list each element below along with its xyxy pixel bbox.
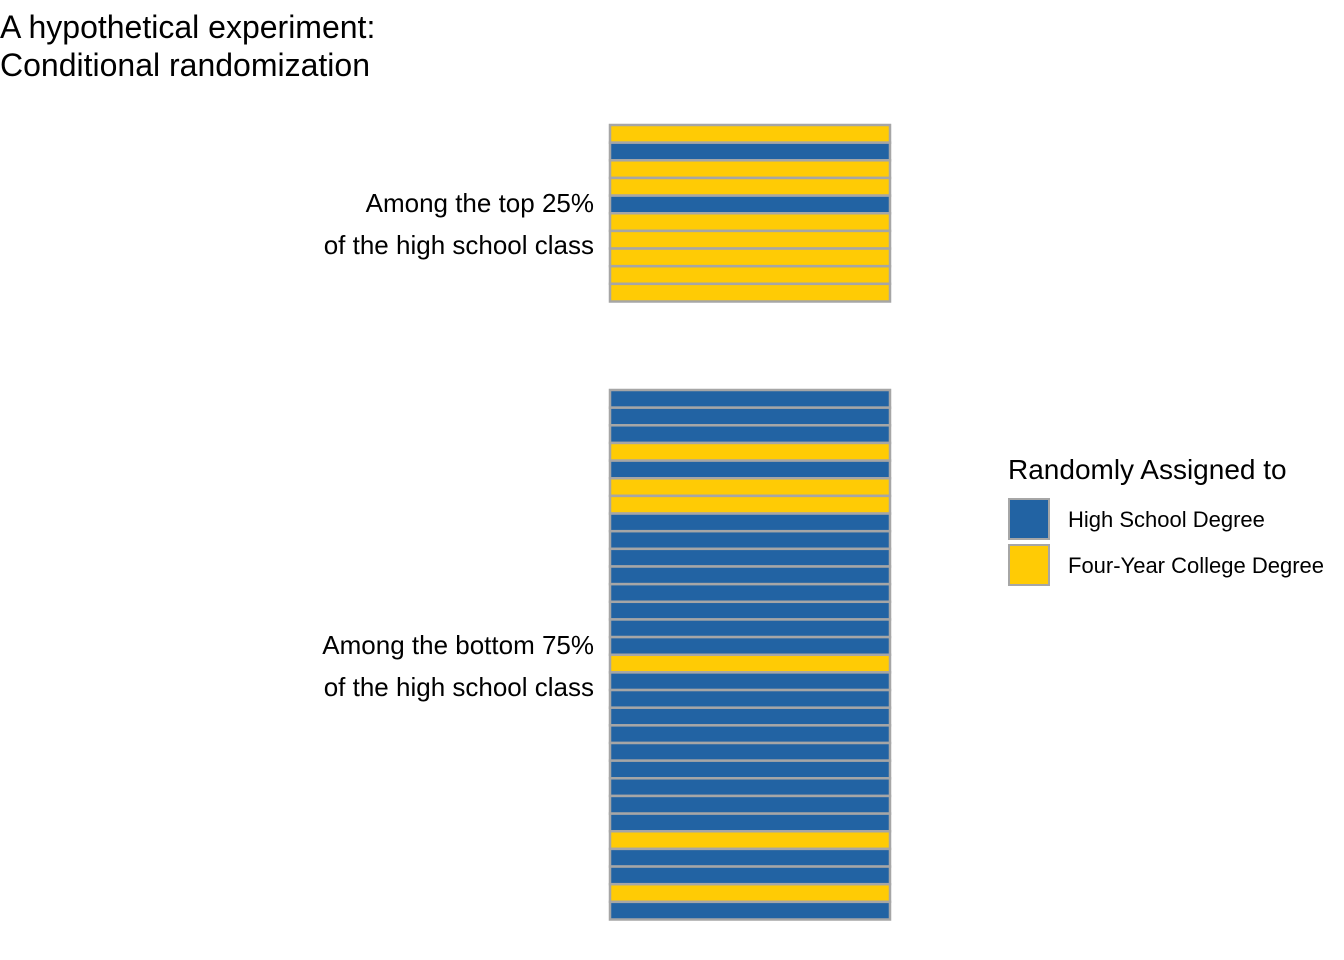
bar-group-bottom-75 bbox=[608, 388, 892, 921]
unit-bar-high-school bbox=[608, 512, 892, 533]
unit-bar-high-school bbox=[608, 812, 892, 833]
unit-bar-high-school bbox=[608, 406, 892, 427]
chart-title-line-2: Conditional randomization bbox=[0, 47, 370, 83]
unit-bar-high-school bbox=[608, 565, 892, 586]
unit-bar-high-school bbox=[608, 424, 892, 445]
unit-bar-college bbox=[608, 882, 892, 904]
group-label-bottom-75: Among the bottom 75% of the high school … bbox=[322, 624, 594, 708]
unit-bar-college bbox=[608, 159, 892, 180]
legend-item-high-school: High School Degree bbox=[1008, 498, 1344, 542]
unit-bar-college bbox=[608, 247, 892, 268]
group-label-top-25-line-2: of the high school class bbox=[323, 230, 594, 260]
legend-label-college: Four-Year College Degree bbox=[1068, 553, 1324, 578]
group-label-bottom-75-line-1: Among the bottom 75% bbox=[322, 630, 594, 660]
unit-bar-high-school bbox=[608, 724, 892, 745]
group-label-top-25-line-1: Among the top 25% bbox=[365, 188, 594, 218]
unit-bar-high-school bbox=[608, 671, 892, 692]
unit-bar-high-school bbox=[608, 635, 892, 656]
legend: Randomly Assigned to High School Degree … bbox=[1008, 452, 1324, 586]
unit-bar-college bbox=[608, 282, 892, 303]
unit-bar-high-school bbox=[608, 600, 892, 621]
unit-bar-high-school bbox=[608, 388, 892, 409]
unit-bar-college bbox=[608, 477, 892, 498]
unit-bar-high-school bbox=[608, 618, 892, 639]
legend-item-college: Four-Year College Degree bbox=[1008, 544, 1344, 588]
unit-bar-college bbox=[608, 212, 892, 233]
unit-bar-college bbox=[608, 494, 892, 515]
bar-group-top-25 bbox=[608, 123, 892, 303]
unit-bar-high-school bbox=[608, 794, 892, 815]
unit-bar-high-school bbox=[608, 529, 892, 551]
unit-bar-college bbox=[608, 441, 892, 462]
chart-title: A hypothetical experiment: Conditional r… bbox=[0, 8, 375, 84]
unit-bar-high-school bbox=[608, 900, 892, 921]
unit-bar-high-school bbox=[608, 759, 892, 780]
legend-title: Randomly Assigned to bbox=[1008, 454, 1287, 485]
unit-bar-college bbox=[608, 123, 892, 144]
unit-bar-high-school bbox=[608, 777, 892, 798]
legend-swatch-college bbox=[1008, 544, 1050, 586]
unit-bar-high-school bbox=[608, 582, 892, 604]
unit-bar-high-school bbox=[608, 141, 892, 162]
unit-bar-high-school bbox=[608, 847, 892, 868]
unit-bar-high-school bbox=[608, 688, 892, 709]
unit-bar-high-school bbox=[608, 547, 892, 568]
unit-bar-high-school bbox=[608, 741, 892, 762]
unit-bar-high-school bbox=[608, 706, 892, 727]
unit-bar-college bbox=[608, 176, 892, 197]
unit-bar-college bbox=[608, 653, 892, 674]
unit-bar-high-school bbox=[608, 865, 892, 886]
group-label-top-25: Among the top 25% of the high school cla… bbox=[324, 182, 594, 266]
legend-label-high-school: High School Degree bbox=[1068, 507, 1265, 532]
chart-title-line-1: A hypothetical experiment: bbox=[0, 9, 376, 45]
unit-bar-high-school bbox=[608, 459, 892, 480]
unit-bar-college bbox=[608, 264, 892, 286]
unit-bar-high-school bbox=[608, 194, 892, 215]
unit-bar-college bbox=[608, 229, 892, 250]
group-label-bottom-75-line-2: of the high school class bbox=[323, 672, 594, 702]
unit-bar-college bbox=[608, 830, 892, 851]
legend-swatch-high-school bbox=[1008, 498, 1050, 540]
